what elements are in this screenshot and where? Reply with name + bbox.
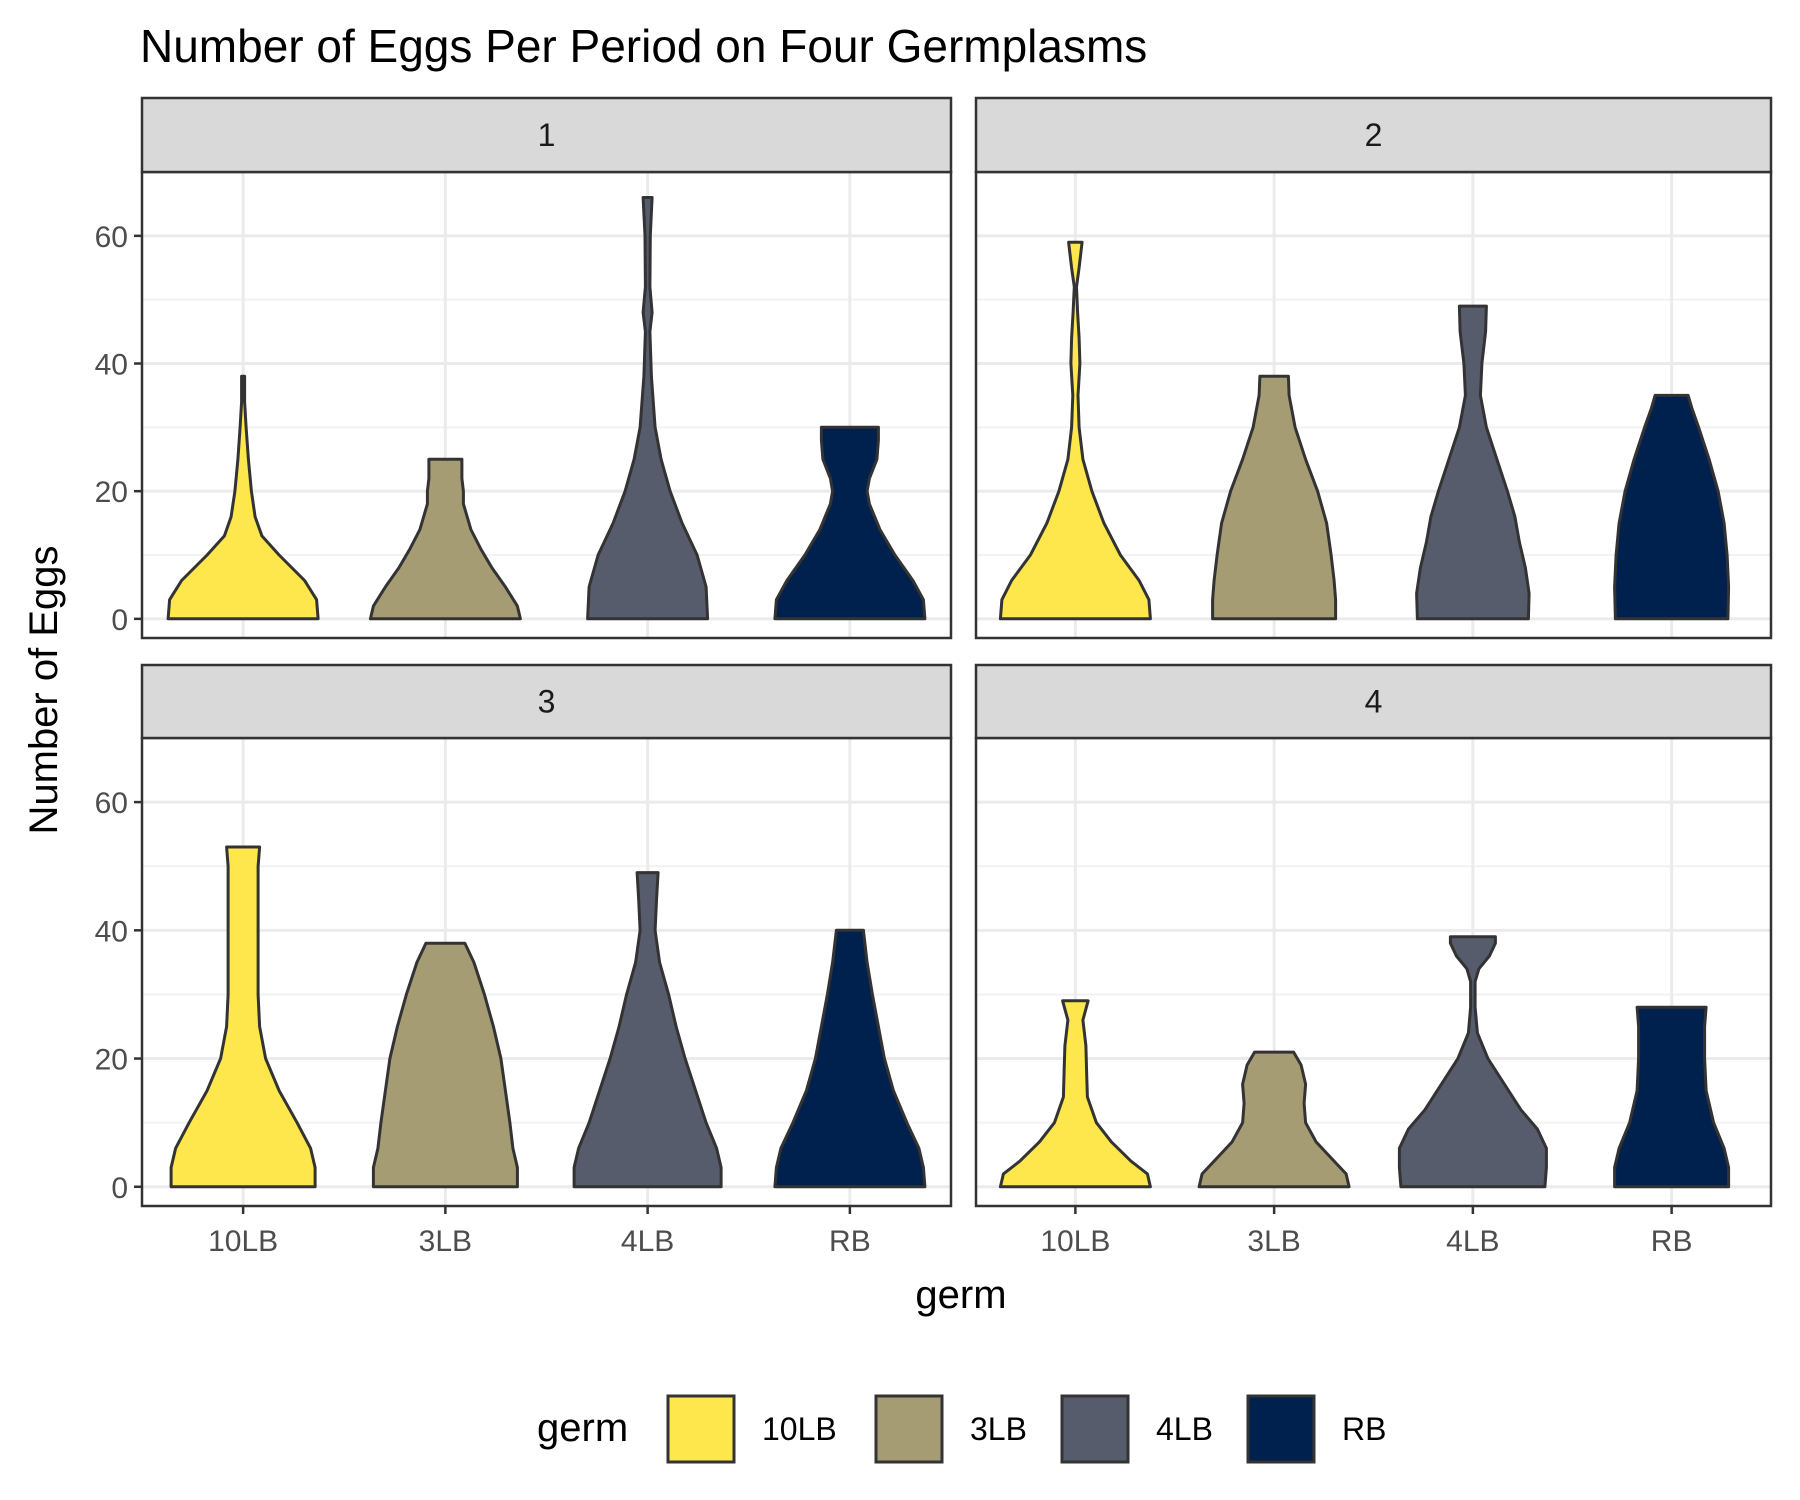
x-tick-label: 3LB (419, 1225, 472, 1258)
panel-1: 1 0 20 40 60 (95, 96, 953, 640)
legend-key (666, 1394, 736, 1464)
chart-title: Number of Eggs Per Period on Four Germpl… (140, 20, 1147, 72)
legend-key (874, 1394, 944, 1464)
strip-label: 4 (1365, 684, 1383, 720)
strip-label: 2 (1365, 117, 1383, 153)
violin-4LB (572, 871, 723, 1189)
legend-title: germ (537, 1406, 628, 1450)
x-tick-label: 4LB (1446, 1225, 1499, 1258)
y-tick-label: 40 (95, 915, 128, 948)
y-tick-label: 20 (95, 476, 128, 509)
panel-2: 2 (974, 96, 1773, 640)
violin-3LB (371, 941, 519, 1189)
x-tick-label: RB (1651, 1225, 1693, 1258)
legend-item-3LB: 3LB (874, 1394, 1027, 1464)
strip-label: 3 (538, 684, 556, 720)
x-tick-label: RB (829, 1225, 871, 1258)
legend-key (1060, 1394, 1130, 1464)
legend-item-10LB: 10LB (666, 1394, 837, 1464)
strip-background (974, 96, 1773, 174)
legend-label: 4LB (1156, 1411, 1213, 1447)
panels: 1 0 20 40 60 2 3 0 20 40 60 10LB 3LB 4LB RB 4 10LB 3LB 4LB… (95, 96, 1773, 1258)
violin-10LB (998, 999, 1152, 1189)
violin-4LB (1397, 935, 1548, 1189)
panel-4: 4 10LB 3LB 4LB RB (974, 663, 1773, 1258)
legend-label: RB (1342, 1411, 1386, 1447)
legend-label: 10LB (762, 1411, 837, 1447)
legend: germ 10LB 3LB 4LB RB (537, 1394, 1386, 1464)
violin-RB (773, 425, 927, 621)
violin-RB (1613, 393, 1731, 621)
panel-3: 3 0 20 40 60 10LB 3LB 4LB RB (95, 663, 953, 1258)
legend-item-RB: RB (1246, 1394, 1386, 1464)
y-tick-label: 0 (111, 1172, 128, 1205)
y-axis-title: Number of Eggs (22, 545, 66, 834)
x-tick-label: 3LB (1247, 1225, 1300, 1258)
violin-4LB (586, 196, 710, 621)
y-tick-label: 40 (95, 349, 128, 382)
violin-3LB (1197, 1050, 1351, 1189)
violin-10LB (169, 845, 317, 1189)
violin-4LB (1415, 304, 1531, 621)
strip-background (974, 663, 1773, 740)
x-tick-label: 4LB (621, 1225, 674, 1258)
y-tick-label: 20 (95, 1044, 128, 1077)
legend-key (1246, 1394, 1316, 1464)
x-tick-label: 10LB (1040, 1225, 1110, 1258)
y-tick-label: 0 (111, 604, 128, 637)
y-tick-label: 60 (95, 787, 128, 820)
strip-background (140, 663, 953, 740)
x-tick-label: 10LB (208, 1225, 278, 1258)
y-tick-label: 60 (95, 221, 128, 254)
x-axis-title: germ (915, 1273, 1006, 1317)
strip-background (140, 96, 953, 174)
violin-3LB (1211, 374, 1338, 621)
violin-10LB (998, 240, 1152, 621)
violin-RB (773, 928, 927, 1189)
violin-RB (1613, 1005, 1731, 1189)
violin-3LB (368, 457, 522, 621)
strip-label: 1 (538, 117, 556, 153)
violin-10LB (166, 374, 320, 621)
legend-label: 3LB (970, 1411, 1027, 1447)
legend-item-4LB: 4LB (1060, 1394, 1213, 1464)
